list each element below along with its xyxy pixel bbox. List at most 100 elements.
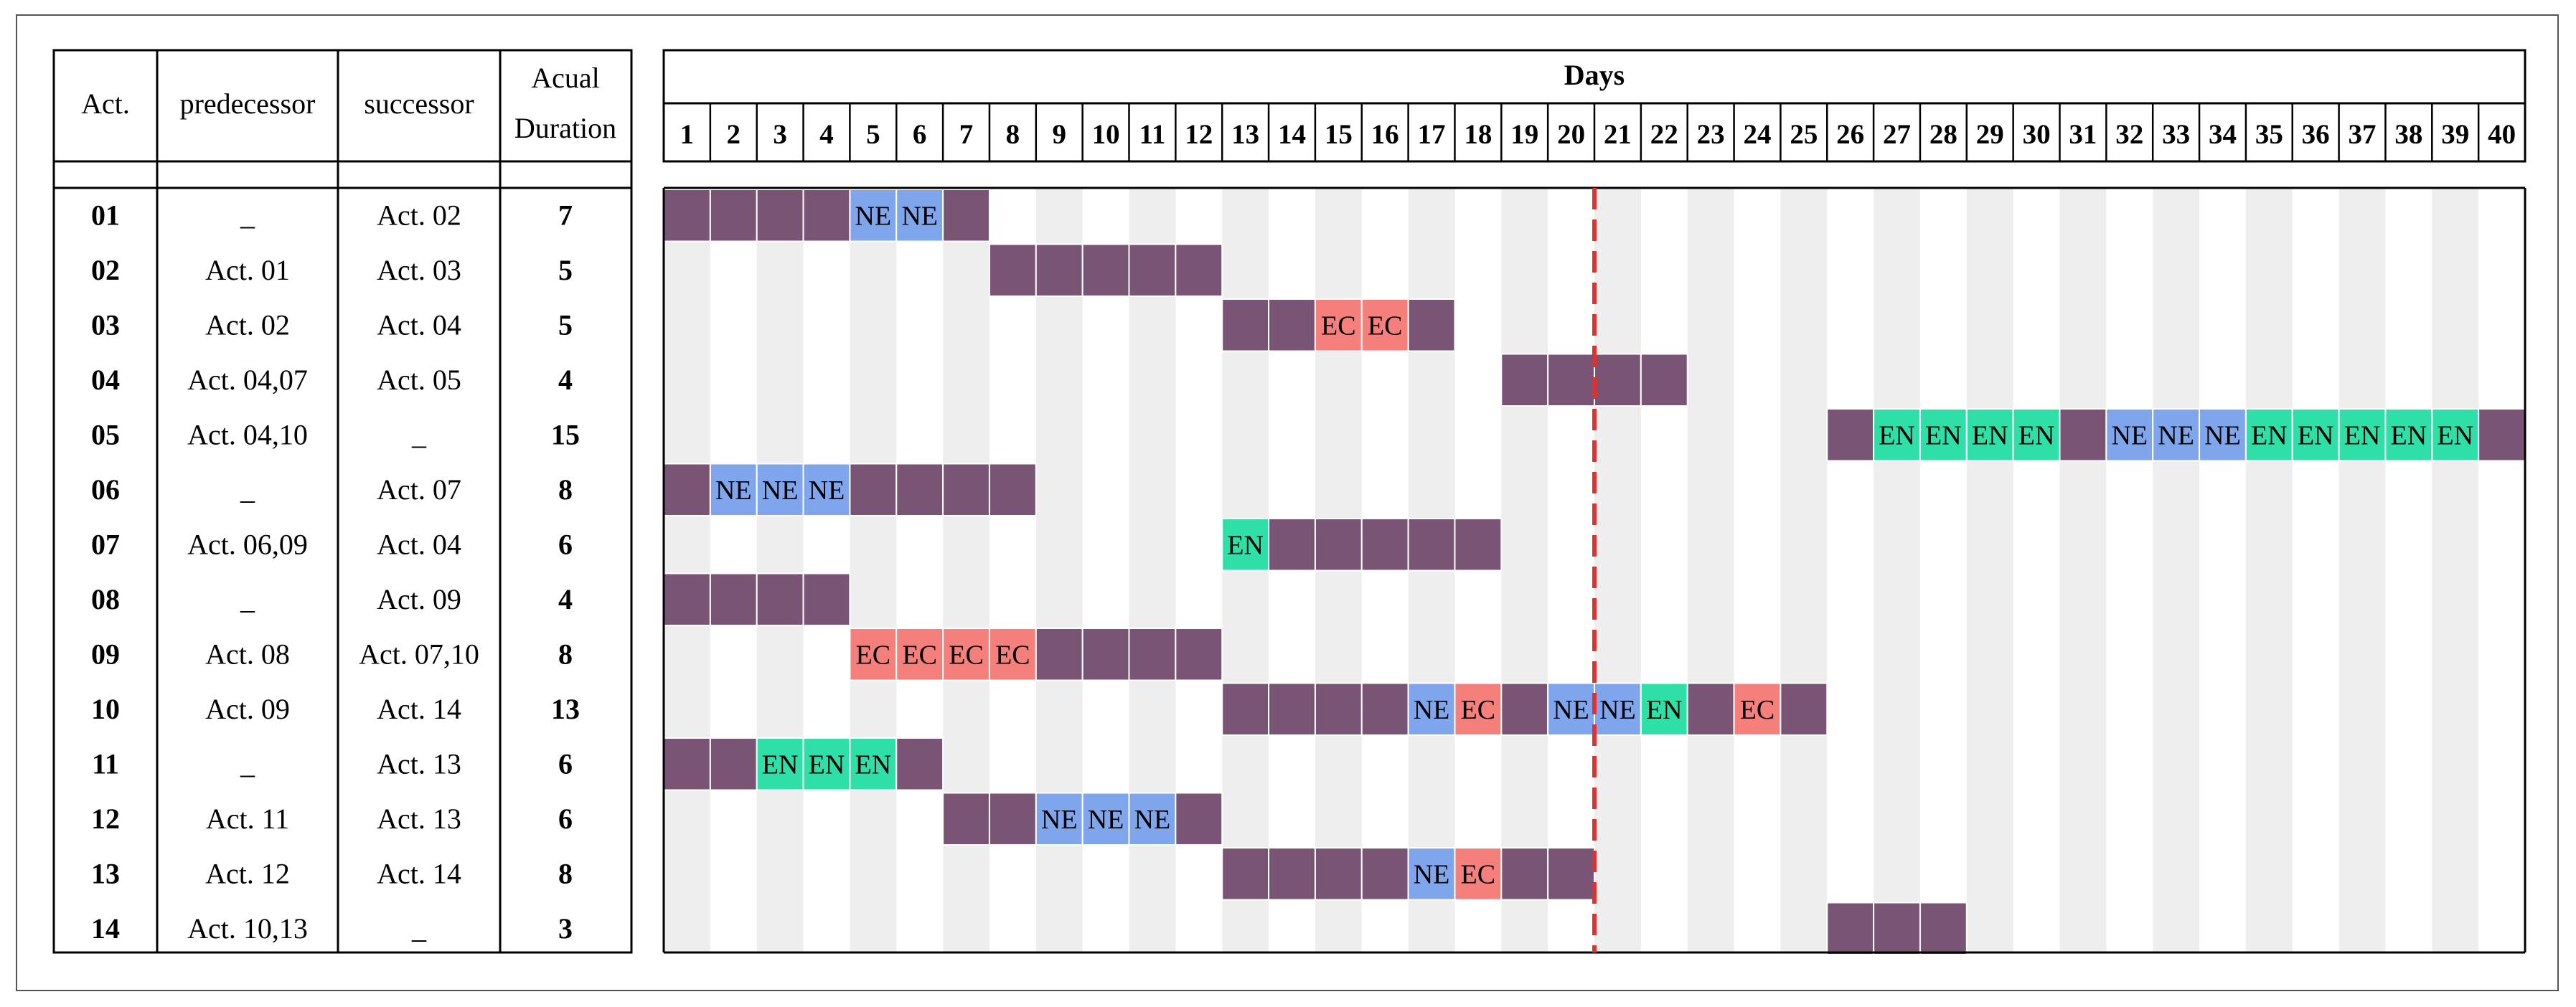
cell-act: 05: [91, 418, 120, 450]
activity-bar-12: NE NE NE: [942, 792, 1223, 846]
status-label: NE: [809, 476, 845, 506]
day-label: 2: [727, 119, 741, 150]
work-cell: [1081, 243, 1130, 297]
day-stripe: [2432, 188, 2479, 952]
cell-predecessor: Act. 09: [205, 693, 290, 725]
day-label: 21: [1604, 119, 1632, 150]
status-label: NE: [1414, 695, 1450, 725]
work-cell: [1500, 682, 1549, 736]
day-label: 30: [2023, 119, 2051, 150]
status-label: NE: [1088, 805, 1124, 835]
day-label: 8: [1006, 119, 1020, 150]
day-label: 23: [1697, 119, 1725, 150]
day-label: 37: [2349, 119, 2377, 150]
work-cell: [1360, 847, 1409, 901]
work-cell: [1268, 298, 1316, 352]
status-cell: [1081, 792, 1130, 846]
status-cell: [896, 189, 944, 242]
status-cell: [1221, 518, 1270, 572]
cell-successor: Act. 14: [377, 857, 461, 889]
day-label: 18: [1464, 119, 1492, 150]
status-cell: [2384, 408, 2433, 462]
work-cell: [1407, 298, 1456, 352]
cell-duration: 6: [558, 803, 573, 835]
status-cell: [2431, 408, 2480, 462]
work-cell: [1686, 682, 1735, 736]
work-cell: [756, 189, 804, 242]
work-cell: [709, 572, 758, 626]
cell-act: 01: [91, 199, 120, 231]
cell-duration: 8: [558, 857, 573, 889]
day-label: 5: [866, 119, 880, 150]
status-label: EN: [2298, 420, 2334, 450]
cell-successor: Act. 02: [377, 199, 461, 231]
day-label: 36: [2302, 119, 2330, 150]
status-label: EC: [1368, 311, 1403, 341]
cell-duration: 15: [551, 418, 580, 450]
cell-successor: Act. 04: [377, 308, 461, 341]
work-cell: [1640, 353, 1688, 407]
activity-bar-04: [1500, 353, 1688, 407]
cell-duration: 3: [558, 912, 573, 945]
cell-predecessor: Act. 06,09: [187, 528, 308, 560]
cell-successor: Act. 07: [377, 473, 461, 506]
status-cell: [988, 628, 1037, 681]
day-stripe: [1966, 188, 2013, 952]
work-cell: [2478, 408, 2526, 462]
activity-bar-10: NE EC NE NE EN EC: [1221, 682, 1828, 736]
work-cell: [988, 243, 1037, 297]
table-row: 03 Act. 02 Act. 04 5: [91, 308, 573, 341]
status-label: EN: [1972, 420, 2008, 450]
work-cell: [1826, 408, 1875, 462]
cell-duration: 6: [558, 747, 573, 780]
work-cell: [1221, 298, 1270, 352]
status-label: NE: [2111, 420, 2148, 450]
status-label: EN: [1879, 420, 1915, 450]
work-cell: [1454, 518, 1503, 572]
status-label: EC: [902, 640, 937, 670]
day-label: 40: [2488, 119, 2516, 150]
work-cell: [1547, 353, 1595, 407]
cell-successor: _: [411, 418, 427, 450]
table-row: 09 Act. 08 Act. 07,10 8: [91, 638, 573, 670]
day-stripe: [1874, 188, 1920, 952]
work-cell: [1594, 353, 1642, 407]
day-stripe: [1780, 188, 1828, 952]
work-cell: [1128, 243, 1177, 297]
work-cell: [1268, 847, 1316, 901]
day-label: 10: [1092, 119, 1120, 150]
cell-predecessor: _: [240, 747, 255, 780]
table-row: 11 _ Act. 13 6: [92, 747, 573, 780]
status-label: EN: [2251, 420, 2288, 450]
work-cell: [1314, 518, 1363, 572]
cell-duration: 8: [558, 638, 573, 670]
status-cell: [896, 628, 944, 681]
activity-bar-05: EN EN EN EN NE NE NE EN EN EN EN EN: [1826, 408, 2526, 462]
column-header-successor: successor: [364, 88, 474, 120]
status-cell: [1454, 847, 1503, 901]
cell-predecessor: Act. 04,07: [187, 364, 308, 396]
status-cell: [1407, 847, 1456, 901]
day-label: 33: [2162, 119, 2190, 150]
status-label: NE: [1414, 859, 1450, 889]
work-cell: [1919, 902, 1968, 955]
day-label: 35: [2255, 119, 2283, 150]
table-row: 10 Act. 09 Act. 14 13: [91, 693, 580, 725]
cell-duration: 6: [558, 528, 573, 560]
day-label: 3: [773, 119, 787, 150]
day-stripe: [2153, 188, 2200, 952]
table-border: [52, 49, 633, 954]
work-cell: [663, 189, 711, 242]
work-cell: [2059, 408, 2107, 462]
status-label: EC: [1321, 311, 1356, 341]
work-cell: [663, 572, 711, 626]
work-cell: [1360, 518, 1409, 572]
cell-predecessor: _: [240, 199, 255, 231]
status-label: EN: [1925, 420, 1962, 450]
status-label: EN: [855, 750, 891, 780]
column-header-acual: Acual: [531, 62, 600, 94]
status-label: EN: [2344, 420, 2381, 450]
day-stripe: [664, 188, 710, 952]
cell-successor: Act. 07,10: [359, 638, 479, 670]
